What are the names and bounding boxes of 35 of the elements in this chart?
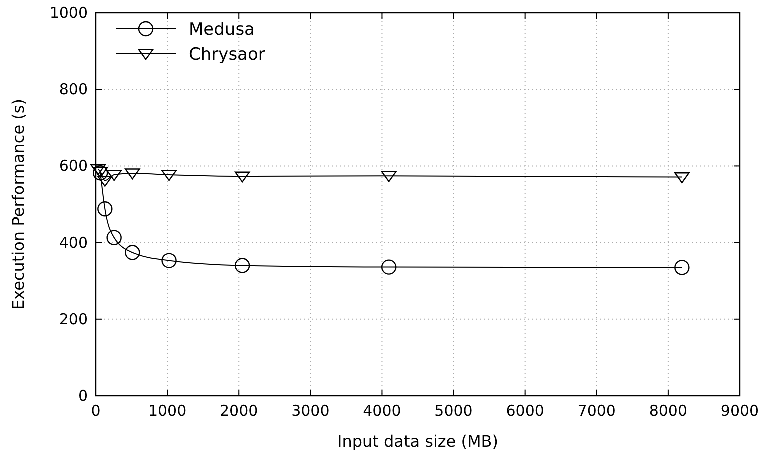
point xyxy=(381,171,397,182)
y-tick-label: 800 xyxy=(59,80,88,99)
legend-label: Chrysaor xyxy=(189,45,266,65)
x-axis-title: Input data size (MB) xyxy=(337,432,499,451)
x-tick-label: 3000 xyxy=(292,402,330,420)
y-tick-label: 200 xyxy=(59,310,88,328)
point xyxy=(162,170,177,182)
point xyxy=(106,170,122,182)
x-tick-label: 9000 xyxy=(720,402,760,420)
y-tick-label: 1000 xyxy=(50,4,88,22)
point xyxy=(234,172,250,183)
point xyxy=(234,258,250,274)
point xyxy=(106,230,122,246)
point xyxy=(674,260,690,276)
legend-label: Medusa xyxy=(189,20,255,40)
point xyxy=(125,168,140,180)
point xyxy=(98,176,113,187)
y-axis-title: Execution Performance (s) xyxy=(9,99,28,310)
point xyxy=(381,260,397,275)
x-tick-label: 5000 xyxy=(434,402,473,420)
x-tick-label: 7000 xyxy=(578,402,616,420)
point xyxy=(674,172,690,184)
point xyxy=(125,245,140,260)
point xyxy=(162,253,177,268)
x-tick-label: 1000 xyxy=(148,402,187,420)
point xyxy=(90,164,106,176)
x-tick-label: 4000 xyxy=(363,402,402,420)
y-tick-label: 400 xyxy=(59,234,88,252)
x-tick-label: 2000 xyxy=(220,402,258,420)
y-tick-label: 600 xyxy=(59,157,88,176)
y-tick-label: 0 xyxy=(78,387,88,405)
x-tick-label: 6000 xyxy=(506,402,544,420)
x-tick-label: 0 xyxy=(91,402,101,420)
point xyxy=(98,201,113,217)
x-tick-label: 8000 xyxy=(649,402,688,420)
